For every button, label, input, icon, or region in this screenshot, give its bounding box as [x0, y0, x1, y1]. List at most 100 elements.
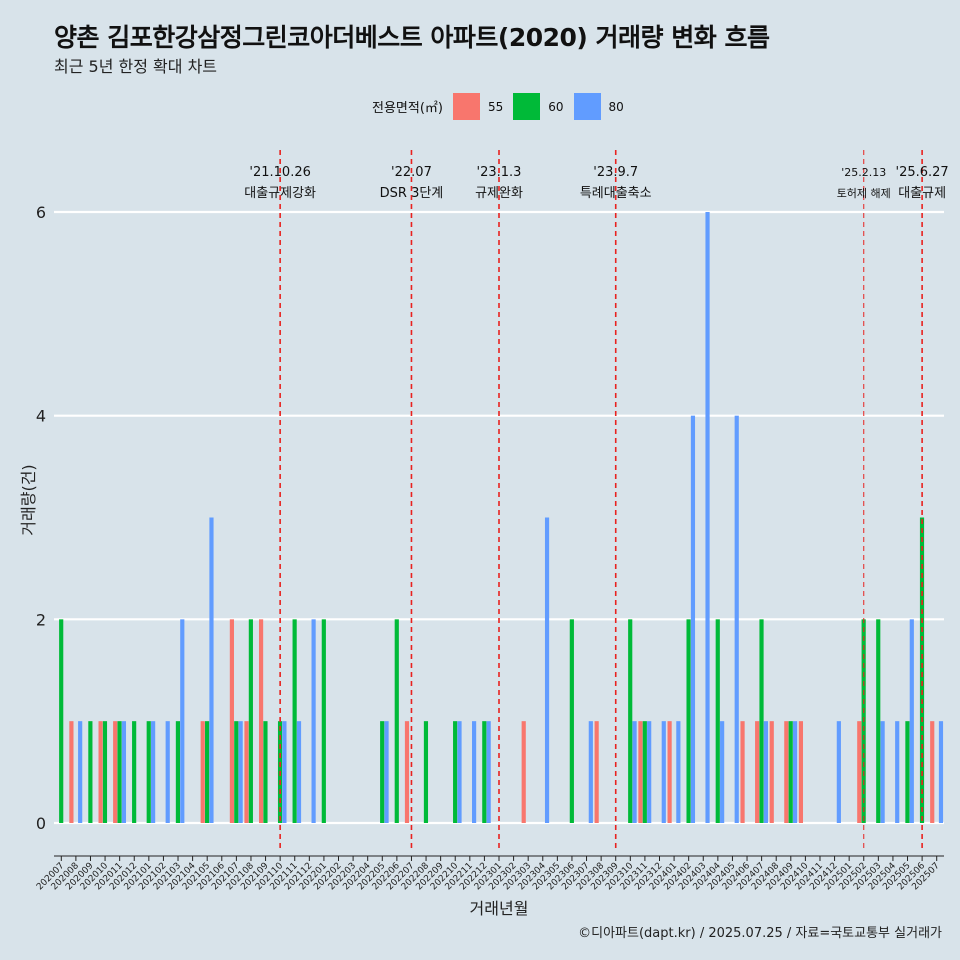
bar-60	[482, 721, 487, 823]
event-date: '22.07	[391, 165, 432, 180]
bar-80	[384, 721, 389, 823]
bar-60	[248, 619, 253, 823]
bar-55	[594, 721, 599, 823]
bar-80	[238, 721, 243, 823]
bar-80	[472, 721, 477, 823]
bar-60	[380, 721, 385, 823]
event-label: DSR 3단계	[380, 186, 444, 201]
bar-55	[521, 721, 526, 823]
bar-80	[209, 517, 214, 823]
event-date: '21.10.26	[249, 165, 310, 180]
bar-60	[919, 517, 925, 823]
bar-55	[667, 721, 672, 823]
bar-80	[895, 721, 900, 823]
legend-item-55: 55	[452, 93, 503, 120]
chart-title: 양촌 김포한강삼정그린코아더베스트 아파트(2020) 거래량 변화 흐름	[54, 23, 770, 52]
y-tick-label: 4	[36, 407, 46, 426]
bar-60	[905, 721, 910, 823]
bar-55	[98, 721, 103, 823]
bar-55	[769, 721, 774, 823]
legend-title: 전용면적(㎡)	[372, 101, 443, 116]
bar-80	[938, 721, 944, 823]
legend: 전용면적(㎡) 55 60 80	[372, 93, 634, 120]
bar-60	[132, 721, 137, 823]
bar-80	[676, 721, 681, 823]
bar-60	[569, 619, 574, 823]
bar-80	[78, 721, 83, 823]
bar-80	[647, 721, 652, 823]
bar-60	[263, 721, 268, 823]
bar-80	[661, 721, 666, 823]
bar-60	[453, 721, 458, 823]
bar-60	[292, 619, 297, 823]
bar-80	[632, 721, 637, 823]
bar-60	[234, 721, 239, 823]
bar-60	[642, 721, 647, 823]
bar-55	[200, 721, 205, 823]
bar-55	[113, 721, 118, 823]
bar-55	[638, 721, 643, 823]
event-label: 대출규제	[898, 186, 946, 201]
bar-80	[486, 721, 491, 823]
bar-60	[88, 721, 93, 823]
bar-80	[880, 721, 885, 823]
bar-60	[59, 619, 64, 823]
bar-80	[311, 619, 316, 823]
event-label: 규제완화	[475, 186, 523, 201]
bar-60	[715, 619, 720, 823]
bar-55	[404, 721, 410, 823]
bar-80	[588, 721, 593, 823]
bar-80	[151, 721, 156, 823]
bar-55	[244, 721, 249, 823]
legend-swatch-60	[513, 93, 541, 120]
legend-label-80: 80	[608, 99, 624, 114]
y-axis-title: 거래량(건)	[19, 464, 38, 535]
bar-55	[784, 721, 789, 823]
bar-80	[282, 721, 287, 823]
y-tick-label: 0	[36, 814, 46, 833]
bar-80	[909, 619, 914, 823]
legend-swatch-80	[573, 93, 601, 120]
event-label: 토허제 해제	[837, 186, 891, 200]
bar-80	[180, 619, 185, 823]
source-caption: ©디아파트(dapt.kr) / 2025.07.25 / 자료=국토교통부 실…	[578, 926, 942, 941]
bar-80	[121, 721, 127, 823]
bar-60	[788, 721, 793, 823]
event-label: 특례대출축소	[580, 186, 652, 201]
bar-80	[792, 721, 798, 823]
bar-80	[690, 415, 696, 823]
event-date: '23.9.7	[593, 165, 638, 180]
bar-60	[876, 619, 881, 823]
bar-80	[720, 721, 725, 823]
bar-60	[423, 721, 429, 823]
bar-60	[686, 619, 691, 823]
bar-55	[258, 619, 264, 823]
event-date: '25.6.27	[896, 165, 949, 180]
x-axis-title: 거래년월	[470, 899, 529, 918]
bar-60	[205, 721, 210, 823]
bar-55	[930, 721, 935, 823]
bar-80	[734, 415, 739, 823]
bar-80	[296, 721, 302, 823]
bar-80	[165, 721, 170, 823]
bar-55	[857, 721, 862, 823]
bar-60	[321, 619, 326, 823]
bar-80	[836, 721, 841, 823]
bar-60	[117, 721, 122, 823]
bar-55	[740, 721, 745, 823]
bar-60	[628, 619, 633, 823]
bar-80	[705, 212, 710, 823]
bar-80	[763, 721, 768, 823]
y-tick-label: 6	[36, 203, 46, 222]
event-label: 대출규제강화	[244, 186, 316, 201]
bar-55	[229, 619, 234, 823]
bar-80	[457, 721, 462, 823]
legend-item-60: 60	[513, 93, 564, 120]
bar-60	[102, 721, 108, 823]
chart-subtitle: 최근 5년 한정 확대 차트	[54, 57, 218, 76]
event-date: '25.2.13	[841, 166, 886, 179]
bar-60	[146, 721, 151, 823]
bar-80	[544, 517, 550, 823]
bar-55	[755, 721, 760, 823]
